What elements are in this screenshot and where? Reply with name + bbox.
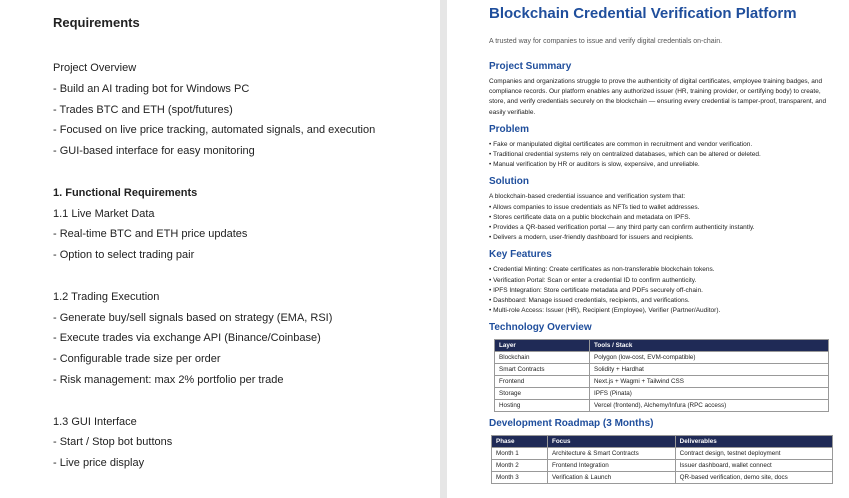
list-item: - Configurable trade size per order [53,353,221,366]
list-item: - Risk management: max 2% portfolio per … [53,374,284,386]
list-item: - Focused on live price tracking, automa… [53,124,376,137]
right-page: Blockchain Credential Verification Platf… [447,0,849,498]
section-title: 1. Functional Requirements [53,186,198,199]
bullet-item: • Manual verification by HR or auditors … [489,161,700,169]
column-header: Layer [494,339,590,353]
table-cell: Month 1 [491,447,548,461]
section-heading: Solution [489,176,529,188]
doc-title: Requirements [53,15,140,30]
list-item: - Option to select trading pair [53,249,195,262]
table-header-row: Phase Focus Deliverables [491,435,834,449]
list-item: - Live price display [53,457,145,470]
right-content: Blockchain Credential Verification Platf… [489,5,834,485]
table-row: Frontend Next.js + Wagmi + Tailwind CSS [494,375,829,389]
table-row: Month 2 Frontend Integration Issuer dashbo… [491,459,834,473]
subsection-heading: 1.3 GUI Interface [53,415,137,428]
table-cell: Verification & Launch [546,471,676,485]
bullet-item: • Multi-role Access: Issuer (HR), Recipi… [489,307,721,315]
table-cell: Hosting [494,399,590,413]
list-item: - Real-time BTC and ETH price updates [53,228,248,241]
table-cell: Vercel (frontend), Alchemy/Infura (RPC a… [589,399,829,413]
section-heading: Project Summary [489,61,572,72]
table-cell: Month 2 [491,459,548,473]
subsection-heading: 1.2 Trading Execution [53,290,160,303]
table-cell: Solidity + Hardhat [589,363,829,377]
table-cell: Smart Contracts [494,363,590,377]
bullet-item: • Provides a QR-based verification porta… [489,224,755,232]
paragraph: Companies and organizations struggle to … [489,78,827,116]
column-header: Deliverables [674,435,834,449]
list-item: - Start / Stop bot buttons [53,436,173,449]
bullet-item: • Credential Minting: Create certificate… [489,266,715,274]
table-cell: Next.js + Wagmi + Tailwind CSS [589,375,829,389]
section-heading: Key Features [489,249,552,261]
table-cell: IPFS (Pinata) [589,387,829,401]
data-table: Layer Tools / Stack Blockchain Polygon (low… [494,339,829,413]
table-cell: QR-based verification, demo site, docs [674,471,834,485]
list-item: - GUI-based interface for easy monitorin… [53,145,255,158]
table-cell: Blockchain [494,351,590,365]
section-heading: Project Overview [53,62,137,74]
table-cell: Frontend [494,375,590,389]
list-item: - Generate buy/sell signals based on str… [53,311,333,324]
column-header: Phase [491,435,548,449]
table-row: Month 1 Architecture & Smart Contracts Con… [491,447,834,461]
bullet-item: • IPFS Integration: Store certificate me… [489,286,703,294]
section-heading: Technology Overview [489,322,592,334]
bullet-item: • Stores certificate data on a public bl… [489,213,691,221]
table-cell: Issuer dashboard, wallet connect [674,459,834,473]
table-cell: Frontend Integration [546,459,676,473]
doc-title: Blockchain Credential Verification Platf… [489,5,797,22]
table-cell: Storage [494,387,590,401]
section-heading: Development Roadmap (3 Months) [489,418,654,430]
bullet-item: • Dashboard: Manage issued credentials, … [489,297,690,305]
table-row: Smart Contracts Solidity + Hardhat [494,363,829,377]
table-header-row: Layer Tools / Stack [494,339,829,353]
bullet-item: • Traditional credential systems rely on… [489,151,761,159]
subsection-heading: 1.1 Live Market Data [53,207,155,220]
table-cell: Polygon (low-cost, EVM-compatible) [589,351,829,365]
list-item: - Execute trades via exchange API (Binan… [53,332,321,345]
bullet-item: • Delivers a modern, user-friendly dashb… [489,234,694,242]
table-row: Month 3 Verification & Launch QR-based ver… [491,471,834,485]
table-row: Hosting Vercel (frontend), Alchemy/Infura… [494,399,829,413]
doc-subtitle: A trusted way for companies to issue and… [489,38,723,45]
list-item: - Trades BTC and ETH (spot/futures) [53,103,233,116]
table-row: Storage IPFS (Pinata) [494,387,829,401]
table-cell: Contract design, testnet deployment [674,447,834,461]
table-row: Blockchain Polygon (low-cost, EVM-compati… [494,351,829,365]
table-cell: Month 3 [491,471,548,485]
section-heading: Problem [489,123,530,135]
bullet-item: • Fake or manipulated digital certificat… [489,140,753,148]
paragraph: A blockchain-based credential issuance a… [489,193,686,201]
column-header: Tools / Stack [589,339,829,353]
bullet-item: • Allows companies to issue credentials … [489,203,700,211]
column-header: Focus [546,435,676,449]
list-item: - Build an AI trading bot for Windows PC [53,82,250,95]
table-cell: Architecture & Smart Contracts [546,447,676,461]
bullet-item: • Verification Portal: Scan or enter a c… [489,276,697,284]
data-table: Phase Focus Deliverables Month 1 Architectur… [491,435,834,485]
left-page: Requirements Project Overview - Build an A… [0,0,440,498]
